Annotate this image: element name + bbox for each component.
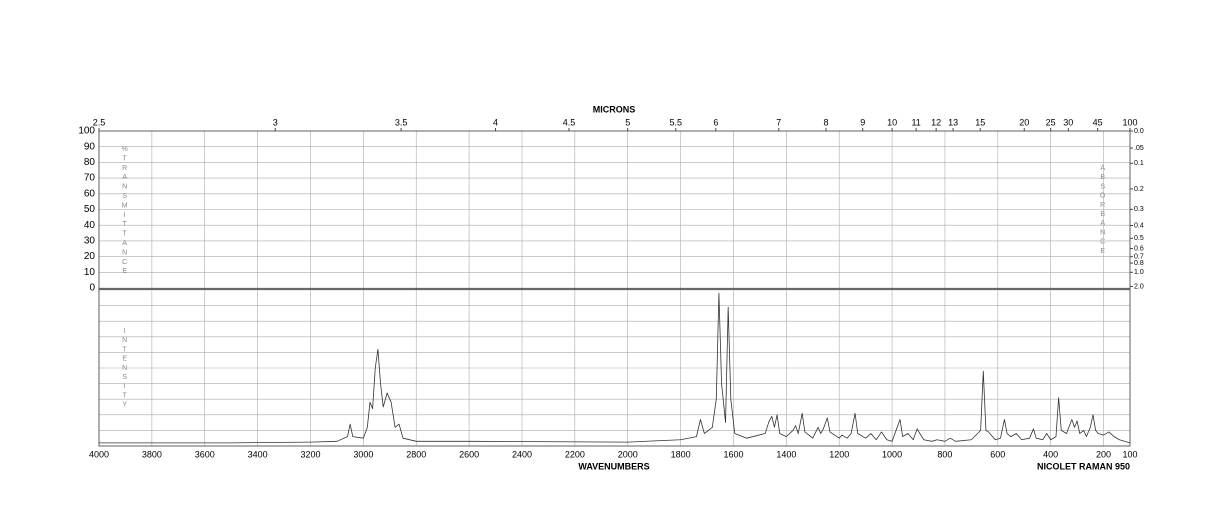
y2-tick-label: .05 xyxy=(1134,145,1144,152)
y2-tick-label: 2.0 xyxy=(1134,283,1144,290)
instrument-label: NICOLET RAMAN 950 xyxy=(1037,461,1130,471)
top-axis-title: MICRONS xyxy=(593,104,636,114)
micron-tick-label: 11 xyxy=(911,117,920,127)
y-tick-label: 70 xyxy=(84,173,96,184)
x-tick-label: 2000 xyxy=(618,449,638,459)
micron-tick-label: 12 xyxy=(931,117,941,127)
micron-tick-label: 3 xyxy=(273,117,278,127)
y-tick-label: 20 xyxy=(84,251,96,262)
micron-tick-label: 5 xyxy=(625,117,630,127)
x-tick-label: 3800 xyxy=(142,449,162,459)
x-tick-label: 4000 xyxy=(89,449,109,459)
x-tick-label: 100 xyxy=(1122,449,1137,459)
x-tick-label: 1600 xyxy=(723,449,743,459)
micron-tick-label: 8 xyxy=(823,117,828,127)
x-tick-label: 800 xyxy=(937,449,952,459)
y2-tick-label: 0.8 xyxy=(1134,260,1144,267)
x-tick-label: 3200 xyxy=(300,449,320,459)
micron-tick-label: 25 xyxy=(1046,117,1056,127)
micron-tick-label: 10 xyxy=(887,117,897,127)
lower-axis-title: INTENSITY xyxy=(121,328,128,411)
micron-tick-label: 4 xyxy=(493,117,498,127)
x-tick-label: 600 xyxy=(990,449,1005,459)
y2-tick-label: 0.1 xyxy=(1134,160,1144,167)
x-tick-label: 1800 xyxy=(671,449,691,459)
micron-tick-label: 13 xyxy=(948,117,958,127)
y-tick-label: 10 xyxy=(84,267,96,278)
x-tick-label: 2800 xyxy=(406,449,426,459)
y2-tick-label: 0.3 xyxy=(1134,206,1144,213)
x-tick-label: 2200 xyxy=(565,449,585,459)
x-tick-label: 400 xyxy=(1043,449,1058,459)
y2-tick-label: 0.0 xyxy=(1134,128,1144,135)
y-tick-label: 80 xyxy=(84,157,96,168)
x-tick-label: 3000 xyxy=(353,449,373,459)
micron-tick-label: 6 xyxy=(713,117,718,127)
micron-tick-label: 9 xyxy=(860,117,865,127)
left-axis-title: %TRANSMITTANCE xyxy=(121,146,128,278)
x-tick-label: 200 xyxy=(1096,449,1111,459)
y-tick-label: 90 xyxy=(84,141,96,152)
micron-tick-label: 100 xyxy=(1122,117,1137,127)
micron-tick-label: 7 xyxy=(776,117,781,127)
x-tick-label: 1200 xyxy=(829,449,849,459)
x-tick-label: 3600 xyxy=(195,449,215,459)
y-tick-label: 30 xyxy=(84,236,96,247)
y2-tick-label: 0.5 xyxy=(1134,235,1144,242)
y-tick-label: 0 xyxy=(89,283,95,294)
y2-tick-label: 0.7 xyxy=(1134,254,1144,261)
y-tick-label: 60 xyxy=(84,188,96,199)
x-tick-label: 3400 xyxy=(248,449,268,459)
y2-tick-label: 0.4 xyxy=(1134,222,1144,229)
right-axis-title: ABSORBANCE xyxy=(1099,165,1106,257)
micron-tick-label: 4.5 xyxy=(563,117,576,127)
x-tick-label: 1400 xyxy=(776,449,796,459)
y2-tick-label: 0.2 xyxy=(1134,186,1144,193)
x-tick-label: 2600 xyxy=(459,449,479,459)
y-tick-label: 100 xyxy=(78,126,95,137)
micron-tick-label: 5.5 xyxy=(670,117,683,127)
micron-tick-label: 30 xyxy=(1063,117,1073,127)
y2-tick-label: 0.6 xyxy=(1134,245,1144,252)
y-tick-label: 50 xyxy=(84,204,96,215)
x-axis-title: WAVENUMBERS xyxy=(578,461,649,471)
micron-tick-label: 45 xyxy=(1093,117,1103,127)
spectrum-line xyxy=(99,292,1131,444)
x-tick-label: 2400 xyxy=(512,449,532,459)
micron-tick-label: 20 xyxy=(1019,117,1029,127)
micron-tick-label: 15 xyxy=(975,117,985,127)
micron-tick-label: 3.5 xyxy=(395,117,408,127)
micron-tick-label: 2.5 xyxy=(93,117,106,127)
x-tick-label: 1000 xyxy=(882,449,902,459)
y2-tick-label: 1.0 xyxy=(1134,269,1144,276)
y-tick-label: 40 xyxy=(84,220,96,231)
